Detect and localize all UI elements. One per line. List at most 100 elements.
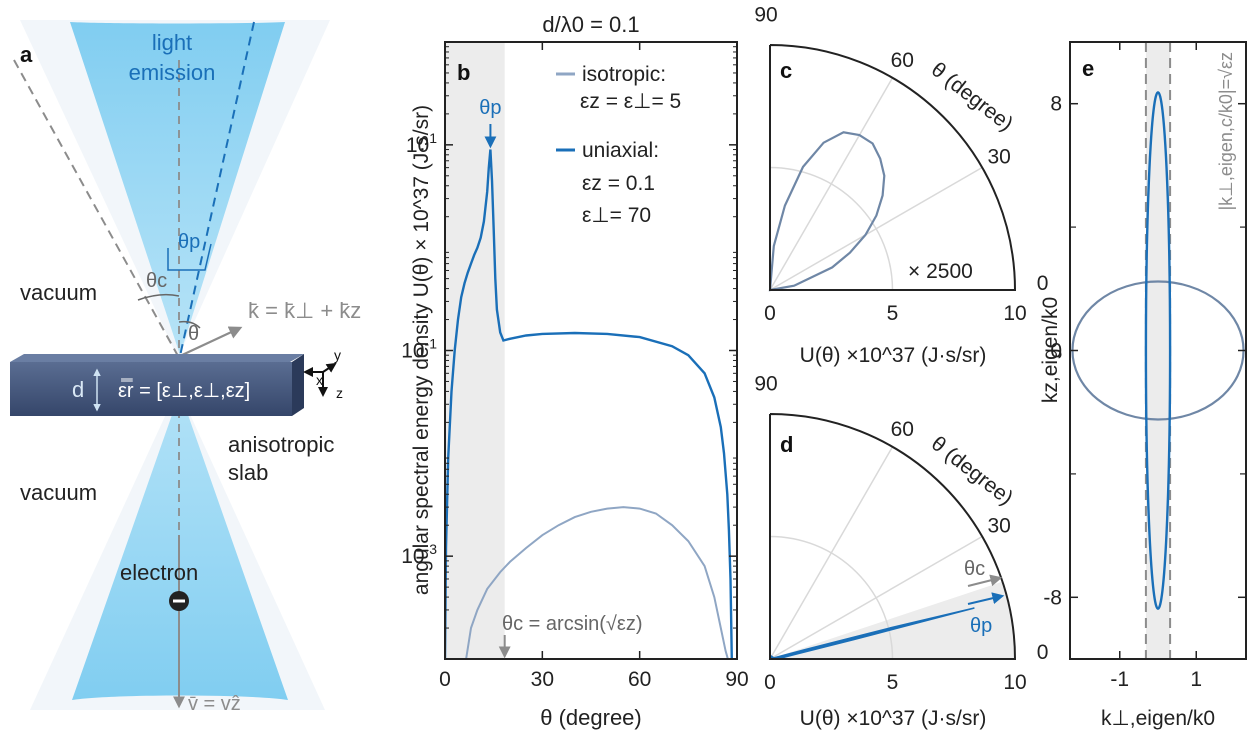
vacuum-top-label: vacuum — [20, 280, 97, 305]
polar-angle-tick-label: 30 — [987, 146, 1010, 169]
panel-e-ytick-label: -8 — [1043, 586, 1062, 609]
panel-e-xtick-label: -1 — [1110, 668, 1129, 691]
panel-d-label: d — [780, 432, 793, 457]
theta-arc — [178, 320, 201, 329]
critical-angle-formula: θc = arcsin(√εz) — [502, 613, 642, 635]
polar-angle-tick-label: 0 — [1037, 641, 1049, 664]
panel-d-shaded-region — [770, 581, 1015, 659]
panel-b-ticks: 0 30 60 90 10-3 10-1 101 — [401, 42, 749, 691]
panel-d-frame — [769, 413, 1017, 660]
panel-c-grid — [769, 77, 983, 291]
panel-d-theta-p-arrow — [967, 592, 1005, 605]
panel-b-ytick-label: 101 — [406, 130, 437, 157]
legend-isotropic-name: isotropic: — [582, 63, 666, 86]
panel-b-ytick-label: 10-3 — [401, 541, 437, 568]
panel-d-tick-labels: 0 5 10 0 30 60 90 — [754, 372, 1048, 694]
polar-angle-tick-label: 30 — [987, 515, 1010, 538]
panel-e-ylabel: kz,eigen/k0 — [1039, 297, 1062, 403]
panel-c: 0 5 10 0 30 60 90 c θ (degree) × 2500 U(θ) ×10… — [754, 3, 1048, 367]
panel-b-xtick-label: 0 — [439, 668, 451, 691]
polar-angle-tick-label: 90 — [754, 372, 777, 395]
panel-b-xtick-label: 90 — [725, 668, 748, 691]
panel-d-xlabel: U(θ) ×10^37 (J·s/sr) — [800, 707, 987, 730]
panel-d-uniaxial-lobe — [768, 607, 975, 660]
theta-p-label: θp — [178, 231, 200, 253]
slab-label-2: slab — [228, 460, 268, 485]
theta-label: θ — [188, 323, 199, 345]
emission-edge-line — [179, 21, 255, 357]
panel-c-tick-labels: 0 5 10 0 30 60 90 — [754, 3, 1048, 325]
panel-c-xlabel: U(θ) ×10^37 (J·s/sr) — [800, 344, 987, 367]
y-axis-arrow — [322, 362, 337, 373]
panel-c-frame — [769, 44, 1017, 291]
panel-a: a light emission θp θc θ vacuum k̄ = k̄⊥… — [10, 20, 361, 715]
legend-isotropic-params: εz = ε⊥= 5 — [580, 90, 681, 113]
polar-r-tick-label: 0 — [764, 302, 776, 325]
panel-b-xtick-label: 30 — [531, 668, 554, 691]
slab-label-1: anisotropic — [228, 432, 334, 457]
panel-b-xlabel: θ (degree) — [540, 705, 642, 730]
panel-c-angle-label: θ (degree) — [927, 58, 1018, 136]
panel-b-ylabel: angular spectral energy density U(θ) × 1… — [410, 105, 433, 595]
polar-angle-tick-label: 0 — [1037, 272, 1049, 295]
polar-angle-tick-label: 90 — [754, 3, 777, 26]
vacuum-bottom-label: vacuum — [20, 480, 97, 505]
panel-c-isotropic-lobe — [768, 131, 886, 292]
electron-minus-icon — [173, 599, 185, 603]
light-emission-label-1: light — [152, 30, 192, 55]
panel-e-xtick-label: 1 — [1190, 668, 1202, 691]
legend-uniaxial-params-1: εz = 0.1 — [582, 172, 655, 195]
axis-y-label: y — [334, 347, 341, 363]
polar-angle-tick-label: 60 — [891, 418, 914, 441]
panel-d-grid — [769, 446, 983, 660]
panel-b-title: d/λ0 = 0.1 — [542, 12, 639, 37]
panel-d-angle-label: θ (degree) — [927, 432, 1018, 510]
panel-e-ytick-label: 8 — [1050, 93, 1062, 116]
polar-grid-arc — [769, 535, 894, 660]
panel-e-ytick-label: 0 — [1050, 340, 1062, 363]
panel-d-theta-c-arrow — [967, 574, 1003, 587]
polar-grid-arc — [769, 166, 894, 291]
axis-x-label: x — [316, 372, 323, 388]
panel-c-scale-note: × 2500 — [908, 260, 973, 283]
panel-d-theta-p-label: θp — [970, 615, 992, 637]
polar-r-tick-label: 5 — [887, 671, 899, 694]
anisotropic-slab — [10, 362, 292, 416]
theta-p-bracket — [167, 243, 212, 271]
panel-b-xtick-label: 60 — [628, 668, 651, 691]
d-label: d — [72, 377, 84, 402]
panel-c-label: c — [780, 58, 792, 83]
legend-uniaxial-params-2: ε⊥= 70 — [582, 204, 651, 227]
panel-b-ytick-label: 10-1 — [401, 336, 437, 363]
polar-angle-tick-label: 60 — [891, 49, 914, 72]
polar-r-tick-label: 0 — [764, 671, 776, 694]
panel-a-label: a — [20, 42, 33, 67]
polar-r-tick-label: 10 — [1003, 671, 1026, 694]
panel-e-shaded-band — [1145, 42, 1171, 659]
light-emission-label-2: emission — [129, 60, 216, 85]
panel-d: 0 5 10 0 30 60 90 d θ (degree) θc θp U(θ) ×10^… — [754, 372, 1048, 730]
isotropic-curve — [465, 506, 729, 659]
velocity-label: v̄ = vẑ — [188, 693, 241, 715]
theta-c-label: θc — [146, 270, 167, 292]
panel-b-label: b — [457, 60, 470, 85]
panel-e: -1 1 8 0 -8 e |k⊥,eigen,c/k0|=√εz kz,eigen/k… — [1039, 41, 1247, 730]
theta-c-arc — [137, 293, 180, 301]
slab-side — [292, 354, 304, 416]
axis-z-label: z — [336, 385, 343, 401]
panel-e-xlabel: k⊥,eigen/k0 — [1101, 707, 1215, 730]
polar-r-tick-label: 10 — [1003, 302, 1026, 325]
panel-e-ticks: -1 1 8 0 -8 — [1043, 42, 1246, 691]
panel-e-uniaxial-ellipse — [1144, 91, 1172, 610]
polar-r-tick-label: 5 — [887, 302, 899, 325]
panel-e-label: e — [1082, 56, 1094, 81]
k-vector-arrow — [179, 326, 243, 357]
legend-uniaxial-name: uniaxial: — [582, 139, 659, 162]
slab-top — [10, 354, 304, 362]
epsilon-tensor-label: ε̿r = [ε⊥,ε⊥,εz] — [118, 378, 250, 402]
panel-e-dashed-label: |k⊥,eigen,c/k0|=√εz — [1216, 52, 1236, 211]
k-vector-label: k̄ = k̄⊥ + k̄z — [248, 298, 361, 323]
panel-d-theta-c-label: θc — [964, 558, 985, 580]
emission-cone-top — [70, 22, 285, 355]
